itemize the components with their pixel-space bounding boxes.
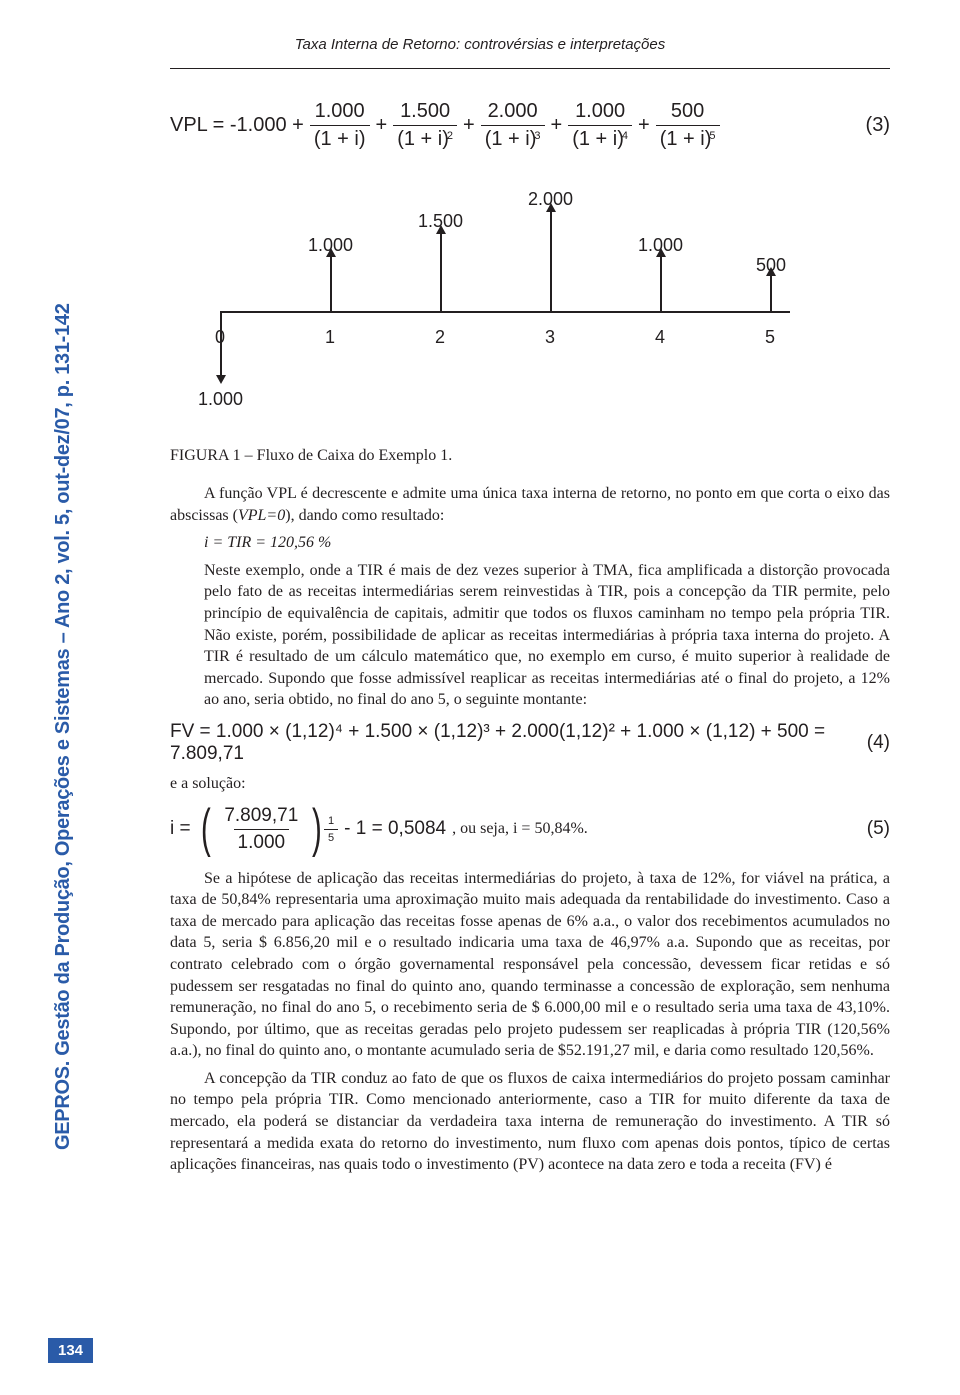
paragraph-1: A função VPL é decrescente e admite uma … <box>170 483 890 526</box>
figure-1-caption: FIGURA 1 – Fluxo de Caixa do Exemplo 1. <box>170 447 890 465</box>
running-header: Taxa Interna de Retorno: controvérsias e… <box>0 36 960 53</box>
eq3-t4-num: 1.000 <box>571 100 629 125</box>
paragraph-3: Se a hipótese de aplicação das receitas … <box>170 868 890 1062</box>
cashflow-value-period-4: 1.000 <box>638 235 683 256</box>
eq3-t5-den-base: (1 + i) <box>660 128 712 150</box>
cashflow-arrow-period-5 <box>770 275 772 311</box>
eq3-t4-den: (1 + i)4 <box>568 125 632 151</box>
period-label-3: 3 <box>545 327 555 348</box>
cashflow-arrow-period-1 <box>330 256 332 311</box>
solution-label: e a solução: <box>170 773 890 795</box>
plus-icon: + <box>463 114 475 137</box>
period-label-2: 2 <box>435 327 445 348</box>
period-label-5: 5 <box>765 327 775 348</box>
page-number: 134 <box>48 1338 93 1363</box>
eq3-t5-exp: 5 <box>709 130 715 142</box>
paragraph-4: A concepção da TIR conduz ao fato de que… <box>170 1068 890 1176</box>
eq3-term2: 1.500 (1 + i)2 <box>393 100 457 151</box>
header-rule <box>170 68 890 69</box>
open-paren-icon: ( <box>201 810 211 847</box>
eq3-t3-num: 2.000 <box>484 100 542 125</box>
eq3-t1-den: (1 + i) <box>310 125 370 151</box>
sidebar-journal-bold: GEPROS. <box>52 1061 74 1150</box>
cashflow-value-period-2: 1.500 <box>418 211 463 232</box>
para1-vpl0: VPL=0 <box>238 507 285 524</box>
equation-3-body: VPL = -1.000 + 1.000 (1 + i) + 1.500 (1 … <box>170 100 854 151</box>
equation-5-number: (5) <box>854 818 890 840</box>
equation-5: i = ( 7.809,71 1.000 ) 1 5 - 1 = 0,5084 … <box>170 805 890 854</box>
equation-4: FV = 1.000 × (1,12)⁴ + 1.500 × (1,12)³ +… <box>170 721 890 765</box>
eq3-term5: 500 (1 + i)5 <box>656 100 720 151</box>
eq3-t3-den: (1 + i)3 <box>481 125 545 151</box>
sidebar-journal: GEPROS. Gestão da Produção, Operações e … <box>48 130 76 1150</box>
cashflow-value-period-0: 1.000 <box>198 389 243 410</box>
eq3-term4: 1.000 (1 + i)4 <box>568 100 632 151</box>
figure-1-cashflow-diagram: 0123451.0001.0001.5002.0001.000500 <box>200 181 800 441</box>
eq5-root-exponent: 1 5 <box>324 815 338 844</box>
equation-3: VPL = -1.000 + 1.000 (1 + i) + 1.500 (1 … <box>170 100 890 151</box>
tir-result-line: i = TIR = 120,56 % <box>170 532 890 554</box>
eq3-t2-exp: 2 <box>447 130 453 142</box>
eq3-t2-den-base: (1 + i) <box>397 128 449 150</box>
para1-b: ), dando como resultado: <box>285 507 444 524</box>
eq5-tail: - 1 = 0,5084 <box>344 818 446 840</box>
cashflow-value-period-1: 1.000 <box>308 235 353 256</box>
equation-3-number: (3) <box>854 114 890 137</box>
cashflow-arrow-period-3 <box>550 211 552 311</box>
sidebar-journal-text: GEPROS. Gestão da Produção, Operações e … <box>52 303 75 1150</box>
equation-5-body: i = ( 7.809,71 1.000 ) 1 5 - 1 = 0,5084 … <box>170 805 854 854</box>
eq5-root-den: 5 <box>324 829 338 844</box>
eq3-t2-den: (1 + i)2 <box>393 125 457 151</box>
equation-4-body: FV = 1.000 × (1,12)⁴ + 1.500 × (1,12)³ +… <box>170 721 854 765</box>
paragraph-2: Neste exemplo, onde a TIR é mais de dez … <box>170 560 890 711</box>
plus-icon: + <box>376 114 388 137</box>
eq5-after: , ou seja, i = 50,84%. <box>452 820 588 838</box>
cashflow-value-period-3: 2.000 <box>528 189 573 210</box>
eq3-t3-exp: 3 <box>534 130 540 142</box>
cashflow-timeline-axis <box>220 311 790 313</box>
eq5-fraction: 7.809,71 1.000 <box>220 805 302 854</box>
cashflow-arrow-period-4 <box>660 256 662 311</box>
eq5-lhs: i = <box>170 818 191 840</box>
eq3-t2-num: 1.500 <box>396 100 454 125</box>
eq5-frac-den: 1.000 <box>234 829 290 854</box>
cashflow-arrow-period-0 <box>220 311 222 376</box>
page-content: VPL = -1.000 + 1.000 (1 + i) + 1.500 (1 … <box>170 100 890 1182</box>
eq3-t3-den-base: (1 + i) <box>485 128 537 150</box>
eq3-term3: 2.000 (1 + i)3 <box>481 100 545 151</box>
close-paren-icon: ) <box>312 810 322 847</box>
plus-icon: + <box>638 114 650 137</box>
eq3-t1-num: 1.000 <box>311 100 369 125</box>
cashflow-arrow-period-2 <box>440 233 442 311</box>
period-label-1: 1 <box>325 327 335 348</box>
period-label-4: 4 <box>655 327 665 348</box>
cashflow-value-period-5: 500 <box>756 255 786 276</box>
equation-4-number: (4) <box>854 732 890 754</box>
plus-icon: + <box>551 114 563 137</box>
eq3-term1: 1.000 (1 + i) <box>310 100 370 151</box>
eq3-t5-den: (1 + i)5 <box>656 125 720 151</box>
eq3-t4-exp: 4 <box>622 130 628 142</box>
eq5-root-num: 1 <box>324 815 338 829</box>
eq3-t4-den-base: (1 + i) <box>572 128 624 150</box>
eq3-lhs: VPL = -1.000 + <box>170 114 304 137</box>
sidebar-journal-rest: Gestão da Produção, Operações e Sistemas… <box>52 303 74 1060</box>
eq5-frac-num: 7.809,71 <box>220 805 302 829</box>
eq3-t5-num: 500 <box>667 100 708 125</box>
